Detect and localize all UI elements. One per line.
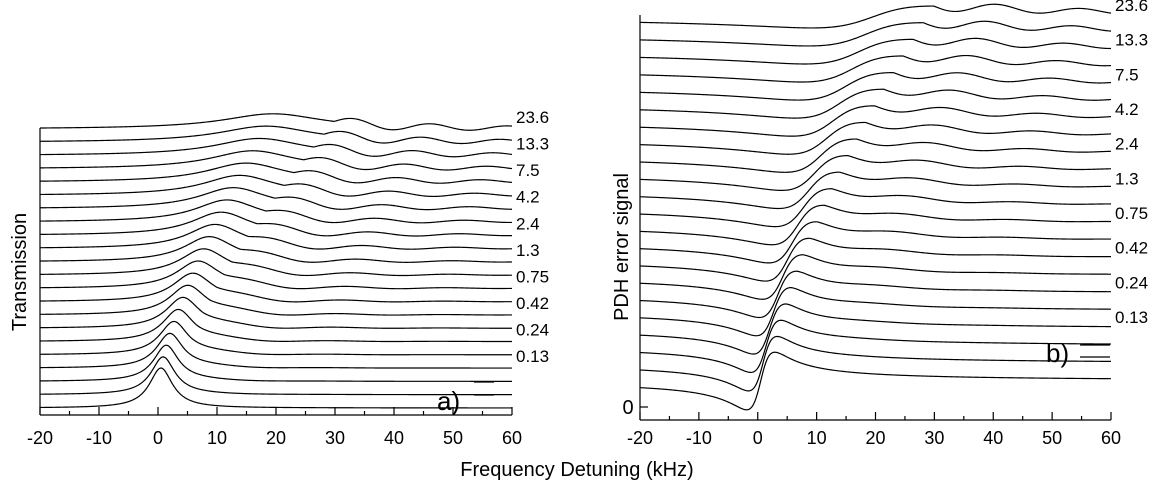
panel-b-x-ticks: -20 -10 0 10 20 30 40 50 60 [627, 412, 1121, 448]
panel-b-trace-label: 0.42 [1115, 239, 1148, 258]
panel-b-x-tick-label: 0 [753, 428, 763, 448]
panel-b-trace-4 [639, 303, 1111, 355]
panel-a-traces [39, 113, 513, 409]
panel-b-trace-label: 2.4 [1115, 135, 1139, 154]
panel-b-trace-18 [639, 72, 1112, 101]
panel-b-trace-7 [639, 254, 1112, 300]
panel-a-trace-9 [40, 272, 513, 303]
panel-a-trace-label: 23.6 [516, 108, 549, 127]
panel-a-y-axis-label: Transmission [9, 213, 31, 331]
panel-a-trace-17 [39, 174, 513, 198]
panel-a-x-tick-label: 50 [443, 428, 463, 448]
panel-a-trace-label: 7.5 [516, 161, 540, 180]
panel-a-trace-16 [39, 187, 513, 211]
panel-b-trace-21 [639, 20, 1112, 47]
panel-b-x-tick-label: 50 [1042, 428, 1062, 448]
panel-b-trace-12 [639, 171, 1112, 210]
panel-b-trace-8 [639, 237, 1112, 282]
panel-b-y-tick-label-zero: 0 [622, 397, 633, 419]
panel-b-trace-3 [639, 319, 1112, 374]
panel-b-trace-label: 23.6 [1115, 0, 1148, 15]
panel-a-trace-label: 0.42 [516, 294, 549, 313]
panel-b-trace-label: 0.13 [1115, 308, 1148, 327]
panel-a-trace-21 [39, 125, 513, 145]
panel-a-trace-label: 0.24 [516, 321, 549, 340]
panel-a-x-ticks: -20 -10 0 10 20 30 40 50 60 [27, 407, 522, 448]
panel-a-trace-12 [39, 236, 513, 263]
panel-b-pdh-error: -20 -10 0 10 20 30 40 50 60 23.6 13.3 7.5 4.2 2.4 1.3… [611, 0, 1148, 448]
panel-b-trace-2 [639, 335, 1111, 392]
panel-b-y-axis-label: PDH error signal [611, 173, 633, 321]
panel-a-x-tick-label: 30 [325, 428, 345, 448]
panel-a-trace-14 [39, 211, 513, 237]
panel-b-trace-1 [639, 351, 1112, 411]
panel-a-label: a) [437, 386, 460, 416]
panel-a-x-tick-label: 10 [207, 428, 227, 448]
panel-b-x-tick-label: 20 [865, 428, 885, 448]
panel-a-trace-7 [39, 296, 512, 329]
panel-a-trace-label: 13.3 [516, 135, 549, 154]
panel-a-trace-22 [40, 113, 513, 131]
panel-b-x-tick-label: -10 [686, 428, 712, 448]
panel-a-x-tick-label: -10 [86, 428, 112, 448]
panel-a-trace-labels: 23.6 13.3 7.5 4.2 2.4 1.3 0.75 0.42 0.24 0.13 [516, 108, 549, 366]
panel-a-x-tick-label: 40 [384, 428, 404, 448]
panel-b-trace-22 [639, 3, 1112, 29]
panel-a-trace-18 [39, 162, 513, 184]
panel-b-trace-label: 13.3 [1115, 31, 1148, 50]
shared-x-axis-label: Frequency Detuning (kHz) [460, 459, 693, 481]
panel-b-trace-5 [639, 287, 1112, 337]
panel-b-trace-label: 4.2 [1115, 100, 1139, 119]
panel-b-trace-labels: 23.6 13.3 7.5 4.2 2.4 1.3 0.75 0.42 0.24 0.13 [1115, 0, 1148, 327]
panel-b-trace-11 [639, 188, 1112, 228]
panel-a-trace-10 [39, 260, 513, 290]
panel-a-trace-2 [39, 356, 512, 396]
panel-b-x-tick-label: 30 [924, 428, 944, 448]
panel-b-trace-10 [639, 204, 1111, 246]
panel-a-x-tick-label: 20 [266, 428, 286, 448]
panel-b-x-tick-label: 10 [807, 428, 827, 448]
panel-a-trace-label: 2.4 [516, 214, 540, 233]
panel-b-trace-label: 1.3 [1115, 169, 1139, 188]
panel-b-trace-20 [639, 37, 1111, 65]
panel-b-x-tick-label: 60 [1101, 428, 1121, 448]
panel-a-trace-20 [39, 137, 513, 158]
panel-a-x-tick-label: -20 [27, 428, 53, 448]
panel-a-transmission: -20 -10 0 10 20 30 40 50 60 23.6 13.3 7.5 4.2 2.4 1.3… [9, 108, 549, 448]
panel-b-trace-6 [639, 270, 1112, 319]
panel-b-trace-label: 7.5 [1115, 65, 1139, 84]
panel-a-trace-13 [39, 223, 513, 250]
panel-b-trace-16 [639, 105, 1112, 137]
panel-a-x-tick-label: 60 [502, 428, 522, 448]
panel-a-trace-label: 0.13 [516, 347, 549, 366]
panel-b-x-tick-label: -20 [627, 428, 653, 448]
panel-a-trace-3 [39, 344, 512, 382]
panel-a-trace-8 [39, 284, 512, 316]
panel-b-trace-14 [639, 138, 1112, 173]
panel-a-trace-label: 4.2 [516, 188, 540, 207]
panel-a-x-tick-label: 0 [153, 428, 163, 448]
panel-b-x-tick-label: 40 [983, 428, 1003, 448]
panel-b-trace-label: 0.75 [1115, 204, 1148, 223]
panel-b-label: b) [1046, 338, 1069, 368]
panel-b-trace-19 [639, 54, 1112, 83]
panel-b-traces [639, 3, 1112, 411]
panel-a-trace-15 [39, 199, 512, 224]
panel-b-trace-13 [639, 155, 1112, 191]
panel-b-trace-15 [639, 121, 1112, 155]
panel-a-trace-label: 1.3 [516, 241, 540, 260]
panel-a-trace-5 [39, 320, 512, 356]
panel-a-trace-6 [39, 308, 512, 343]
panel-a-trace-4 [39, 332, 512, 369]
panel-a-trace-label: 0.75 [516, 267, 549, 286]
panel-b-trace-9 [639, 221, 1111, 264]
panel-a-trace-11 [39, 248, 513, 277]
panel-b-trace-17 [639, 88, 1112, 119]
panel-b-trace-label: 0.24 [1115, 273, 1148, 292]
panel-a-trace-19 [39, 150, 513, 171]
